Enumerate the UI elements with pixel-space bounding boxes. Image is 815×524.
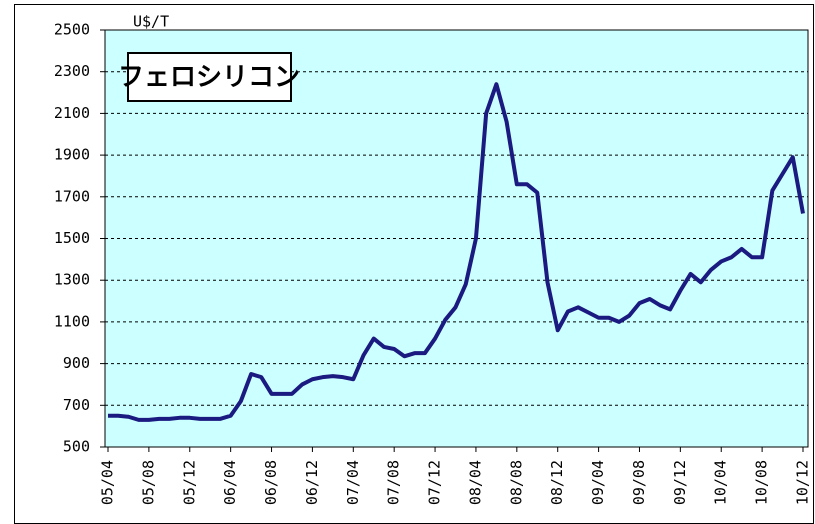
y-tick-label: 2300 (54, 62, 90, 80)
x-tick-label: 06/04 (221, 460, 239, 505)
x-tick-label: 07/12 (426, 460, 444, 505)
y-tick-label: 2100 (54, 104, 90, 122)
y-tick-label: 1300 (54, 271, 90, 289)
x-tick-label: 09/12 (671, 460, 689, 505)
x-tick-label: 08/08 (507, 460, 525, 505)
x-tick-label: 10/04 (712, 460, 730, 505)
x-tick-label: 08/04 (466, 460, 484, 505)
x-tick-label: 05/08 (139, 460, 157, 505)
unit-label: U$/T (133, 13, 169, 31)
x-tick-label: 05/04 (99, 460, 117, 505)
x-tick-label: 09/04 (589, 460, 607, 505)
x-tick-label: 06/12 (303, 460, 321, 505)
chart-title: フェロシリコン (118, 63, 300, 93)
x-tick-label: 09/08 (630, 460, 648, 505)
y-tick-label: 2500 (54, 21, 90, 39)
x-tick-label: 05/12 (180, 460, 198, 505)
x-tick-label: 07/04 (344, 460, 362, 505)
price-line (108, 82, 805, 422)
y-tick-label: 700 (63, 396, 90, 414)
y-tick-label: 1100 (54, 312, 90, 330)
y-tick-label: 900 (63, 354, 90, 372)
x-tick-label: 08/12 (548, 460, 566, 505)
y-tick-label: 500 (63, 438, 90, 456)
y-tick-label: 1700 (54, 187, 90, 205)
title-box (127, 52, 292, 102)
y-tick-label: 1500 (54, 229, 90, 247)
x-tick-label: 06/08 (262, 460, 280, 505)
x-tick-label: 10/08 (753, 460, 771, 505)
x-tick-label: 10/12 (794, 460, 812, 505)
y-tick-label: 1900 (54, 146, 90, 164)
x-tick-label: 07/08 (385, 460, 403, 505)
